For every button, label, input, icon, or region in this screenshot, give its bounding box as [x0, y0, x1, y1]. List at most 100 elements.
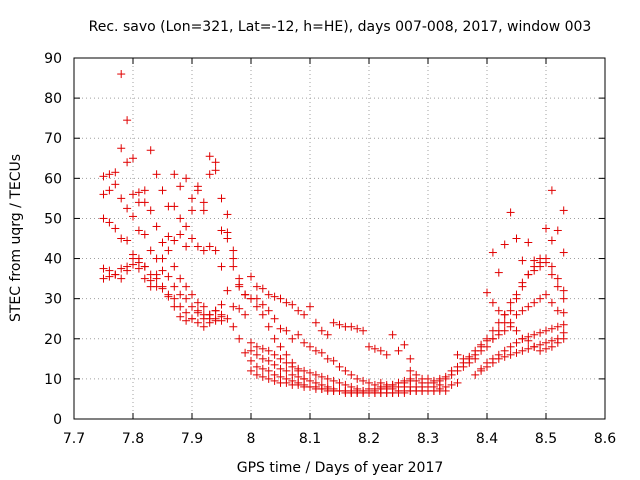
data-point	[453, 350, 462, 359]
x-tick-label: 7.9	[181, 431, 203, 447]
data-point	[217, 226, 226, 235]
data-point	[182, 294, 191, 303]
data-point	[365, 342, 373, 351]
data-point	[276, 342, 285, 351]
data-point	[123, 158, 132, 167]
data-point	[117, 70, 126, 79]
plot-frame	[73, 57, 606, 420]
data-point	[506, 342, 515, 351]
data-point	[518, 278, 527, 287]
data-point	[506, 306, 515, 315]
data-point	[488, 248, 497, 257]
data-point	[530, 330, 539, 339]
x-tick-label: 8.6	[594, 431, 616, 447]
data-point	[494, 318, 503, 327]
data-point	[536, 294, 545, 303]
data-point	[323, 374, 332, 383]
data-point	[188, 206, 196, 215]
data-point	[524, 302, 533, 311]
data-point	[559, 334, 568, 343]
data-point	[335, 386, 344, 395]
data-point	[547, 236, 556, 245]
data-point	[211, 314, 220, 323]
data-point	[170, 262, 179, 271]
y-tick-label: 60	[44, 171, 62, 187]
data-point	[311, 346, 320, 355]
x-tick-label: 8.4	[476, 431, 498, 447]
data-point	[140, 186, 149, 195]
data-point	[105, 186, 114, 195]
data-point	[199, 198, 208, 207]
data-point	[542, 326, 550, 335]
data-point	[512, 290, 521, 299]
data-point	[99, 214, 108, 223]
data-point	[264, 290, 273, 299]
data-point	[530, 266, 539, 275]
data-point	[542, 290, 550, 299]
data-point	[483, 358, 491, 367]
data-point	[276, 324, 285, 333]
data-point	[270, 314, 279, 323]
data-point	[241, 348, 250, 357]
data-point	[111, 224, 120, 233]
data-point	[494, 306, 503, 315]
data-point	[146, 282, 155, 291]
data-point	[553, 274, 562, 283]
data-point	[188, 290, 196, 299]
data-point	[211, 166, 220, 175]
data-point	[99, 274, 108, 283]
data-point	[282, 326, 291, 335]
data-point	[229, 254, 238, 263]
data-point	[488, 298, 497, 307]
data-point	[134, 188, 143, 197]
data-point	[435, 384, 444, 393]
data-point	[536, 254, 545, 263]
data-point	[506, 298, 515, 307]
data-point	[536, 346, 545, 355]
data-point	[193, 308, 202, 317]
data-point	[323, 330, 332, 339]
data-point	[111, 270, 120, 279]
data-point	[547, 342, 556, 351]
data-point	[376, 346, 385, 355]
data-point	[264, 306, 273, 315]
data-point	[506, 350, 515, 359]
data-point	[441, 382, 450, 391]
data-point	[258, 284, 267, 293]
data-point	[247, 366, 255, 375]
x-tick-label: 8.1	[299, 431, 321, 447]
data-point	[117, 264, 126, 273]
data-point	[483, 288, 491, 297]
data-point	[311, 370, 320, 379]
data-point	[199, 246, 208, 255]
data-point	[518, 346, 527, 355]
data-point	[512, 348, 521, 357]
data-point	[276, 364, 285, 373]
data-point	[223, 314, 232, 323]
data-point	[559, 308, 568, 317]
data-point	[547, 324, 556, 333]
data-point	[99, 190, 108, 199]
data-point	[170, 302, 179, 311]
data-point	[111, 168, 120, 177]
y-tick-label: 70	[44, 131, 62, 147]
data-point	[105, 272, 114, 281]
data-point	[270, 350, 279, 359]
data-point	[300, 310, 309, 319]
data-point	[258, 354, 267, 363]
y-tick-label: 10	[44, 372, 62, 388]
data-point	[512, 338, 521, 347]
data-point	[559, 320, 568, 329]
data-point	[247, 272, 255, 281]
data-point	[258, 310, 267, 319]
data-point	[282, 298, 291, 307]
data-point	[459, 354, 468, 363]
data-point	[388, 380, 397, 389]
data-point	[294, 306, 303, 315]
data-point	[400, 340, 409, 349]
data-point	[164, 292, 173, 301]
data-point	[518, 306, 527, 315]
data-point	[158, 186, 167, 195]
data-point	[264, 366, 273, 375]
data-point	[530, 298, 539, 307]
